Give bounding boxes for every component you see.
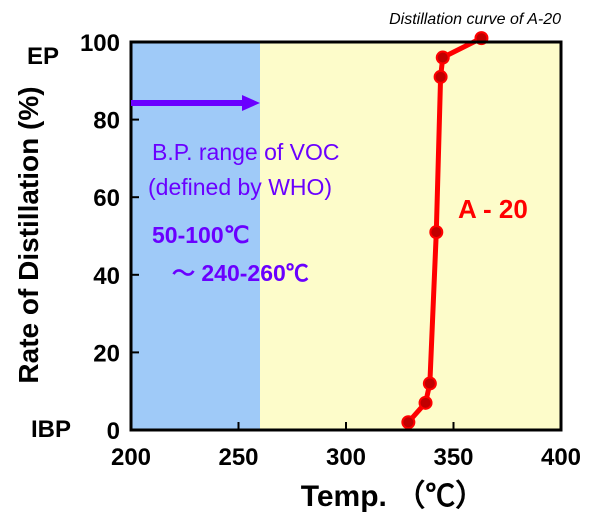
- y-tick-label: 0: [107, 418, 120, 445]
- data-point: [418, 395, 433, 410]
- y-axis-title: Rate of Distillation (%): [13, 86, 44, 383]
- ibp-label: IBP: [31, 416, 71, 443]
- x-tick-label: 250: [218, 444, 258, 471]
- data-point: [401, 415, 416, 430]
- y-tick-label: 100: [80, 30, 120, 57]
- bp-high-label: ～ 240-260℃: [172, 260, 309, 286]
- x-tick-label: 200: [111, 444, 151, 471]
- ep-label: EP: [27, 43, 59, 70]
- data-point: [429, 225, 444, 240]
- y-tick-label: 20: [93, 340, 120, 367]
- voc-arrow-head-icon: [242, 95, 260, 111]
- y-tick-label: 60: [93, 185, 120, 212]
- voc-definition-label: (defined by WHO): [148, 174, 332, 200]
- data-point: [433, 69, 448, 84]
- voc-range-label: B.P. range of VOC: [152, 139, 340, 165]
- x-axis-title: Temp. （℃）: [301, 479, 485, 513]
- plot-background-region: [260, 42, 561, 430]
- x-tick-label: 400: [541, 444, 581, 471]
- x-tick-label: 300: [326, 444, 366, 471]
- bp-low-label: 50-100℃: [152, 222, 249, 248]
- chart-title: Distillation curve of A-20: [389, 11, 561, 28]
- y-tick-label: 40: [93, 263, 120, 290]
- data-point: [422, 376, 437, 391]
- data-point: [435, 50, 450, 65]
- x-tick-label: 350: [433, 444, 473, 471]
- y-tick-label: 80: [93, 108, 120, 135]
- voc-range-region: [131, 42, 260, 430]
- series-label-a20: A - 20: [458, 194, 528, 224]
